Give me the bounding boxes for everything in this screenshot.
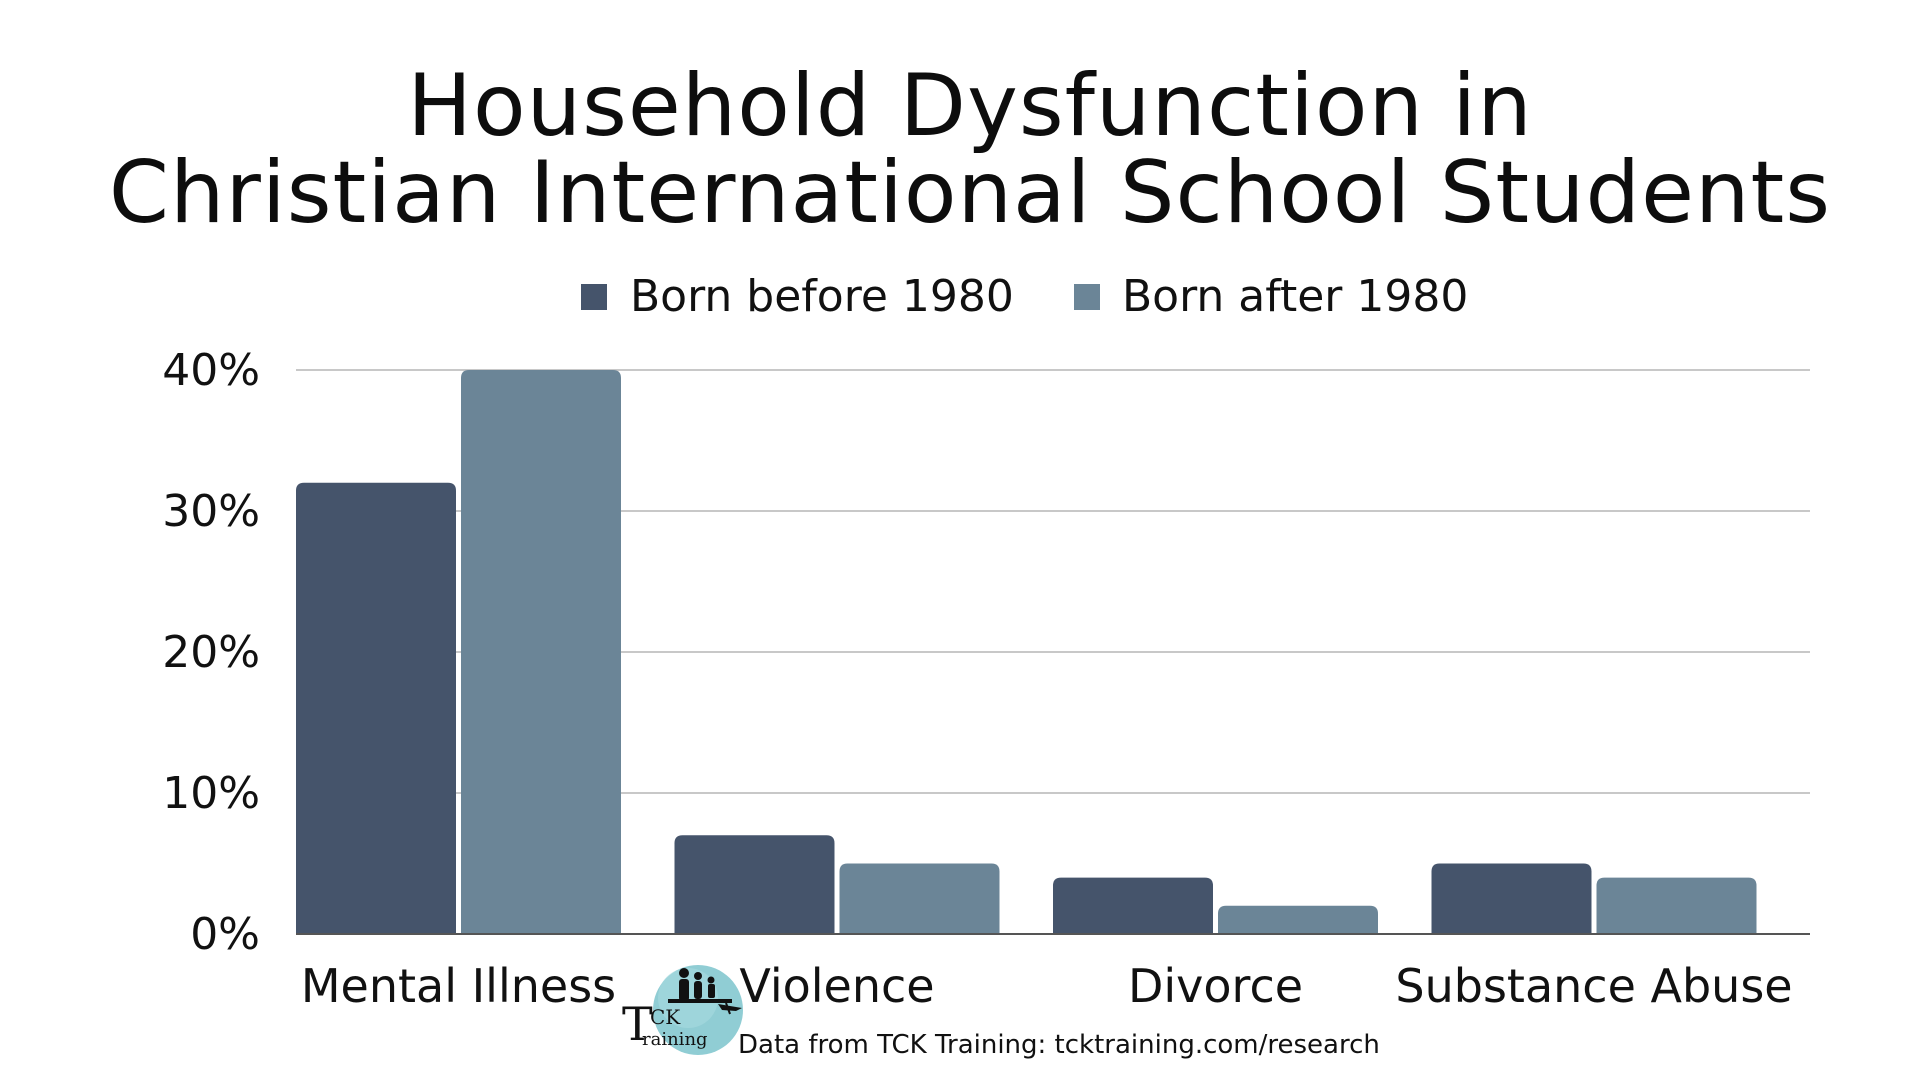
bar-substance-abuse-series-0 [1431, 863, 1592, 934]
y-tick-label-30: 30% [162, 486, 260, 537]
y-tick-label-10: 10% [162, 768, 260, 819]
chart-title-line-2: Christian International School Students [109, 143, 1831, 243]
logo-letter-t: T [622, 997, 653, 1051]
category-label-mental-illness: Mental Illness [301, 959, 616, 1013]
bar-divorce-series-1 [1218, 905, 1378, 934]
source-note: Data from TCK Training: tcktraining.com/… [738, 1030, 1380, 1060]
category-labels: Mental Illness Violence Divorce Substance A… [301, 959, 1793, 1013]
bar-mental-illness-series-0 [296, 482, 456, 934]
legend-swatch-after-1980 [1074, 284, 1100, 310]
logo-text-raining: raining [642, 1029, 708, 1050]
y-tick-label-0: 0% [190, 909, 260, 960]
bar-mental-illness-series-1 [461, 370, 621, 934]
legend: Born before 1980 Born after 1980 [581, 271, 1468, 322]
y-tick-label-20: 20% [162, 627, 260, 678]
bars [296, 370, 1757, 934]
tck-training-logo: T CK raining [622, 965, 743, 1055]
category-label-violence: Violence [739, 959, 934, 1013]
legend-label-after-1980: Born after 1980 [1122, 271, 1468, 322]
category-label-divorce: Divorce [1128, 959, 1303, 1013]
y-axis-ticks: 0% 10% 20% 30% 40% [162, 345, 260, 960]
bar-violence-series-0 [674, 835, 835, 934]
logo-text-ck: CK [650, 1005, 681, 1029]
bar-substance-abuse-series-1 [1596, 877, 1757, 934]
logo-people-icon [668, 968, 732, 1003]
legend-label-before-1980: Born before 1980 [630, 271, 1014, 322]
chart-title-line-1: Household Dysfunction in [407, 56, 1532, 156]
logo-plane-icon [718, 1002, 742, 1015]
legend-swatch-before-1980 [581, 284, 607, 310]
y-tick-label-40: 40% [162, 345, 260, 396]
bar-violence-series-1 [839, 863, 1000, 934]
category-label-substance-abuse: Substance Abuse [1395, 959, 1792, 1013]
bar-divorce-series-0 [1053, 877, 1213, 934]
